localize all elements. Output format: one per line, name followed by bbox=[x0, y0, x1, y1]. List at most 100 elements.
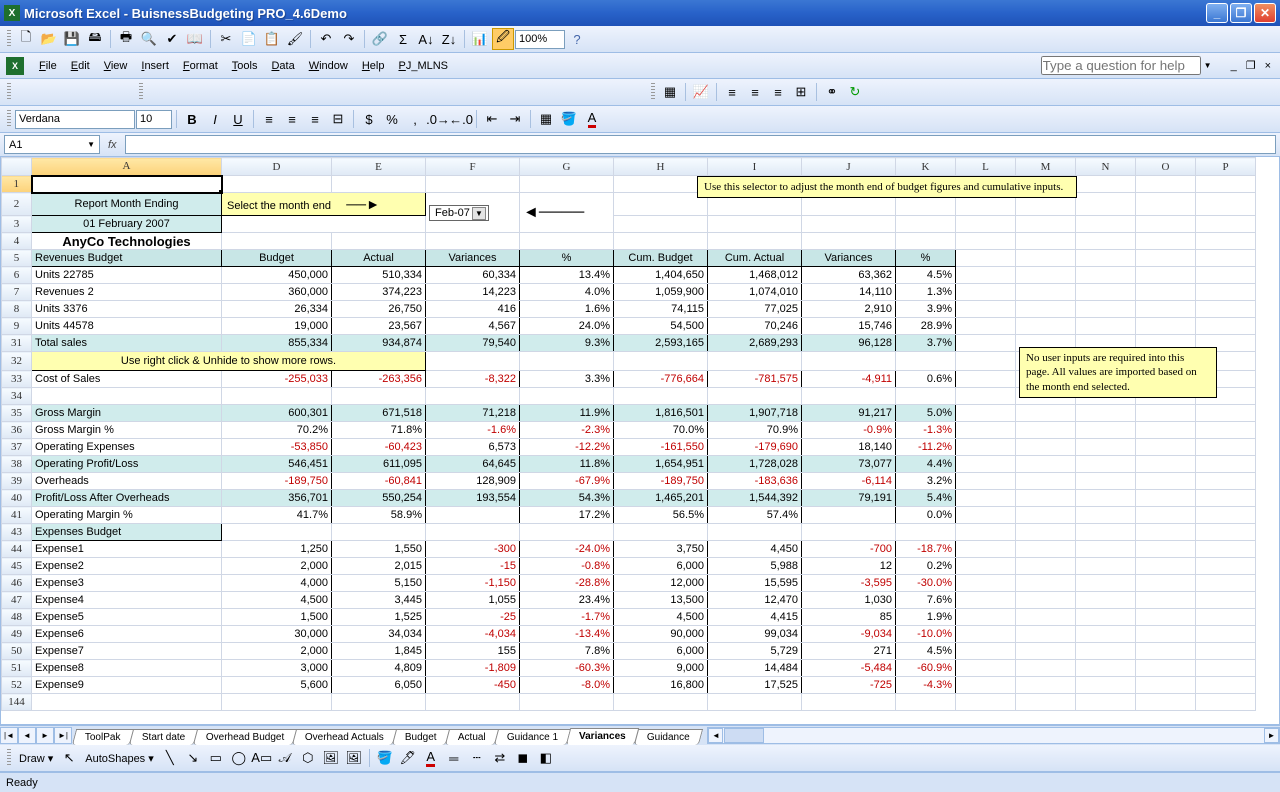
col-header-F[interactable]: F bbox=[426, 158, 520, 176]
cell-value[interactable]: 2,000 bbox=[222, 558, 332, 575]
cell-value[interactable]: -2.3% bbox=[520, 422, 614, 439]
increase-indent-button[interactable]: ⇥ bbox=[504, 108, 526, 130]
cell-value[interactable]: 1,059,900 bbox=[614, 284, 708, 301]
maximize-button[interactable]: ❐ bbox=[1230, 3, 1252, 23]
cell-value[interactable]: 600,301 bbox=[222, 405, 332, 422]
menu-edit[interactable]: Edit bbox=[64, 58, 97, 74]
3d-icon[interactable]: ◧ bbox=[535, 747, 557, 769]
cell-value[interactable]: 4,415 bbox=[708, 609, 802, 626]
cell-value[interactable]: 70.0% bbox=[614, 422, 708, 439]
clipart-icon[interactable]: 🖼 bbox=[320, 747, 342, 769]
menu-format[interactable]: Format bbox=[176, 58, 225, 74]
cell-value[interactable]: 1,550 bbox=[332, 541, 426, 558]
cell-value[interactable]: 2,689,293 bbox=[708, 335, 802, 352]
new-icon[interactable]: 🗋 bbox=[15, 28, 37, 50]
cell-value[interactable]: -18.7% bbox=[896, 541, 956, 558]
row-header-6[interactable]: 6 bbox=[2, 267, 32, 284]
menu-file[interactable]: File bbox=[32, 58, 64, 74]
row-header-39[interactable]: 39 bbox=[2, 473, 32, 490]
cell-value[interactable]: 193,554 bbox=[426, 490, 520, 507]
preview-icon[interactable]: 🔍 bbox=[138, 28, 160, 50]
cell-value[interactable]: 30,000 bbox=[222, 626, 332, 643]
fx-icon[interactable]: fx bbox=[104, 139, 121, 151]
font-size-input[interactable] bbox=[136, 110, 172, 129]
font-name-input[interactable] bbox=[15, 110, 135, 129]
cell-value[interactable]: -450 bbox=[426, 677, 520, 694]
cell-value[interactable]: -183,636 bbox=[708, 473, 802, 490]
cell-value[interactable]: 1,654,951 bbox=[614, 456, 708, 473]
percent-button[interactable]: % bbox=[381, 108, 403, 130]
cell-value[interactable]: -13.4% bbox=[520, 626, 614, 643]
cell-value[interactable]: 3.3% bbox=[520, 371, 614, 388]
cell-value[interactable]: 16,800 bbox=[614, 677, 708, 694]
cell-value[interactable]: 90,000 bbox=[614, 626, 708, 643]
worksheet-grid[interactable]: ADEFGHIJKLMNOP12Report Month EndingSelec… bbox=[0, 157, 1280, 725]
row-header-3[interactable]: 3 bbox=[2, 216, 32, 233]
tab-prev-button[interactable]: ◄ bbox=[18, 727, 36, 744]
cell-value[interactable]: 71,218 bbox=[426, 405, 520, 422]
col-header-K[interactable]: K bbox=[896, 158, 956, 176]
cell-value[interactable]: 611,095 bbox=[332, 456, 426, 473]
cell-value[interactable]: 18,140 bbox=[802, 439, 896, 456]
cell-value[interactable]: -60,423 bbox=[332, 439, 426, 456]
cell-value[interactable]: 63,362 bbox=[802, 267, 896, 284]
cell-value[interactable]: 5.4% bbox=[896, 490, 956, 507]
cell-value[interactable]: 4.5% bbox=[896, 643, 956, 660]
cell-value[interactable]: -8.0% bbox=[520, 677, 614, 694]
cell-value[interactable]: 28.9% bbox=[896, 318, 956, 335]
cell-value[interactable]: -776,664 bbox=[614, 371, 708, 388]
row-header-5[interactable]: 5 bbox=[2, 250, 32, 267]
align-right-icon[interactable]: ≡ bbox=[767, 81, 789, 103]
cell-value[interactable]: 73,077 bbox=[802, 456, 896, 473]
cell-value[interactable]: 671,518 bbox=[332, 405, 426, 422]
cell-value[interactable]: 1,074,010 bbox=[708, 284, 802, 301]
cell-value[interactable]: 356,701 bbox=[222, 490, 332, 507]
row-header-40[interactable]: 40 bbox=[2, 490, 32, 507]
print-icon[interactable]: 🖶 bbox=[115, 28, 137, 50]
cell-value[interactable]: -28.8% bbox=[520, 575, 614, 592]
row-header-48[interactable]: 48 bbox=[2, 609, 32, 626]
cell-value[interactable]: 57.4% bbox=[708, 507, 802, 524]
cell-value[interactable]: 374,223 bbox=[332, 284, 426, 301]
cell-value[interactable]: 15,595 bbox=[708, 575, 802, 592]
cell-value[interactable] bbox=[802, 507, 896, 524]
cell-value[interactable]: 934,874 bbox=[332, 335, 426, 352]
row-header-32[interactable]: 32 bbox=[2, 352, 32, 371]
cell-value[interactable]: 550,254 bbox=[332, 490, 426, 507]
cell-value[interactable]: -189,750 bbox=[614, 473, 708, 490]
cell-value[interactable]: 450,000 bbox=[222, 267, 332, 284]
cell-value[interactable]: 13.4% bbox=[520, 267, 614, 284]
cell-value[interactable]: 77,025 bbox=[708, 301, 802, 318]
cell-value[interactable]: 128,909 bbox=[426, 473, 520, 490]
row-header-144[interactable]: 144 bbox=[2, 694, 32, 711]
menu-tools[interactable]: Tools bbox=[225, 58, 265, 74]
cell-value[interactable]: 12,470 bbox=[708, 592, 802, 609]
col-header-N[interactable]: N bbox=[1076, 158, 1136, 176]
cell-value[interactable]: -5,484 bbox=[802, 660, 896, 677]
cell-value[interactable]: 5.0% bbox=[896, 405, 956, 422]
cell-value[interactable] bbox=[426, 507, 520, 524]
cell-value[interactable]: 60,334 bbox=[426, 267, 520, 284]
cell-value[interactable]: -12.2% bbox=[520, 439, 614, 456]
cell-value[interactable]: -0.8% bbox=[520, 558, 614, 575]
cell-value[interactable]: 4,500 bbox=[222, 592, 332, 609]
col-header-A[interactable]: A bbox=[32, 158, 222, 176]
cell-value[interactable]: -6,114 bbox=[802, 473, 896, 490]
cell-value[interactable]: 91,217 bbox=[802, 405, 896, 422]
cell-value[interactable]: 1,525 bbox=[332, 609, 426, 626]
format-painter-icon[interactable]: 🖌 bbox=[284, 28, 306, 50]
diagram-icon[interactable]: ⬡ bbox=[297, 747, 319, 769]
row-header-36[interactable]: 36 bbox=[2, 422, 32, 439]
doc-close-button[interactable]: × bbox=[1262, 60, 1274, 72]
cell-A1[interactable] bbox=[32, 176, 222, 193]
cell-value[interactable]: 3.7% bbox=[896, 335, 956, 352]
cell-value[interactable]: 2,015 bbox=[332, 558, 426, 575]
row-header-51[interactable]: 51 bbox=[2, 660, 32, 677]
chart-icon[interactable]: 📊 bbox=[469, 28, 491, 50]
align-center-button[interactable]: ≡ bbox=[281, 108, 303, 130]
autoshapes-menu[interactable]: AutoShapes ▾ bbox=[81, 750, 158, 767]
spell-icon[interactable]: ✔ bbox=[161, 28, 183, 50]
cell-value[interactable]: 6,573 bbox=[426, 439, 520, 456]
cell-value[interactable]: -263,356 bbox=[332, 371, 426, 388]
align-center-icon[interactable]: ≡ bbox=[744, 81, 766, 103]
